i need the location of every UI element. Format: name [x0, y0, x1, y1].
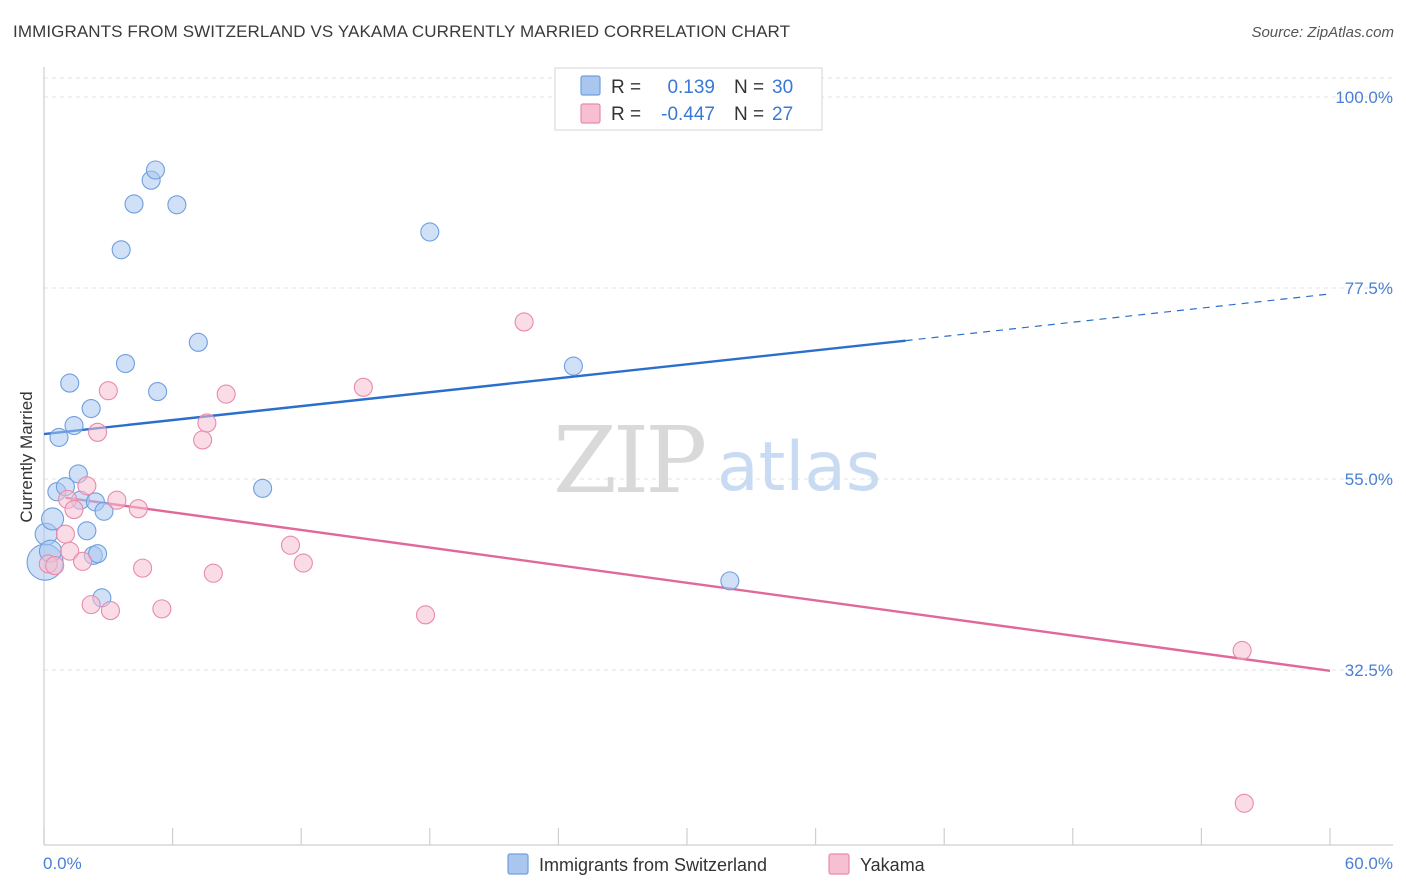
- y-tick-label-1: 77.5%: [1345, 279, 1393, 298]
- data-points: [26, 160, 1254, 813]
- point-s0-3: [49, 427, 69, 447]
- point-s1-25: [1232, 640, 1252, 661]
- axes: [43, 67, 1393, 846]
- y-tick-labels: 100.0% 77.5% 55.0% 32.5%: [1335, 88, 1393, 680]
- source-label: Source: ZipAtlas.com: [1251, 24, 1394, 41]
- point-s0-10: [81, 398, 101, 419]
- legend-swatch-1: [580, 103, 601, 124]
- legend-swatch-0: [580, 75, 601, 96]
- trend-line-0: [43, 339, 906, 436]
- watermark-zip: ZIP: [553, 407, 704, 514]
- bottom-legend-swatch-1: [828, 853, 850, 875]
- point-s1-1: [45, 556, 65, 576]
- x-ticks: [43, 828, 1331, 845]
- point-s0-15: [94, 501, 114, 521]
- point-s0-23: [188, 332, 208, 352]
- legend-n-value-0: 30: [772, 77, 793, 98]
- point-s1-22: [353, 377, 373, 397]
- point-s0-24: [253, 478, 273, 498]
- point-s1-23: [415, 605, 436, 625]
- y-tick-label-0: 100.0%: [1335, 88, 1393, 107]
- point-s1-14: [133, 558, 153, 578]
- point-s1-19: [216, 384, 236, 404]
- legend-r-value-0: 0.139: [667, 77, 715, 98]
- legend-n-value-1: 27: [772, 104, 793, 125]
- point-s1-10: [98, 381, 118, 401]
- x-tick-label-min: 0.0%: [43, 854, 82, 873]
- watermark-atlas: atlas: [717, 428, 881, 507]
- legend-n-label-0: N =: [734, 77, 764, 98]
- point-s0-6: [64, 415, 84, 436]
- gridlines: [44, 77, 1393, 671]
- point-s1-18: [203, 563, 223, 583]
- legend-r-label-0: R =: [611, 77, 641, 98]
- point-s0-13: [88, 544, 108, 564]
- point-s1-2: [55, 524, 75, 544]
- point-s1-16: [193, 430, 213, 450]
- trend-line-extension-0: [905, 293, 1331, 342]
- legend-r-value-1: -0.447: [661, 104, 715, 125]
- point-s1-6: [73, 551, 93, 571]
- y-tick-label-3: 32.5%: [1345, 661, 1393, 680]
- bottom-legend-swatch-0: [507, 853, 529, 875]
- point-s0-5: [60, 373, 80, 393]
- point-s1-7: [77, 476, 97, 496]
- point-s0-18: [124, 194, 144, 214]
- bottom-legend: Immigrants from Switzerland Yakama: [507, 853, 926, 875]
- point-s0-21: [148, 382, 168, 402]
- point-s0-9: [77, 521, 97, 541]
- x-tick-label-max: 60.0%: [1345, 854, 1393, 873]
- y-axis-label: Currently Married: [17, 391, 36, 522]
- point-s0-22: [167, 195, 187, 215]
- point-s1-5: [64, 500, 84, 520]
- point-s1-9: [88, 422, 108, 442]
- point-s1-11: [100, 601, 120, 621]
- point-s0-26: [563, 356, 583, 376]
- point-s0-16: [111, 240, 131, 260]
- point-s1-4: [60, 541, 80, 561]
- point-s0-17: [115, 354, 135, 374]
- point-s0-1: [41, 507, 65, 531]
- point-s1-26: [1234, 793, 1254, 813]
- chart-title: IMMIGRANTS FROM SWITZERLAND VS YAKAMA CU…: [13, 22, 791, 41]
- point-s1-13: [128, 499, 148, 519]
- legend: R = 0.139 N = 30 R = -0.447 N = 27: [554, 67, 823, 131]
- point-s0-20: [145, 160, 166, 180]
- legend-r-label-1: R =: [611, 104, 641, 125]
- point-s1-21: [293, 553, 313, 573]
- trend-line-1: [65, 496, 1331, 673]
- watermark: ZIP atlas: [553, 407, 881, 514]
- y-tick-label-2: 55.0%: [1345, 470, 1393, 489]
- trend-lines: [43, 293, 1331, 673]
- point-s1-8: [81, 595, 101, 615]
- point-s0-27: [720, 571, 740, 591]
- point-s1-12: [107, 490, 127, 510]
- point-s1-24: [514, 312, 534, 332]
- point-s1-15: [152, 599, 172, 619]
- point-s1-20: [280, 535, 301, 555]
- point-s1-17: [197, 413, 217, 433]
- point-s0-25: [420, 222, 440, 242]
- legend-n-label-1: N =: [734, 104, 764, 125]
- bottom-legend-label-0: Immigrants from Switzerland: [539, 855, 767, 875]
- bottom-legend-label-1: Yakama: [860, 855, 926, 875]
